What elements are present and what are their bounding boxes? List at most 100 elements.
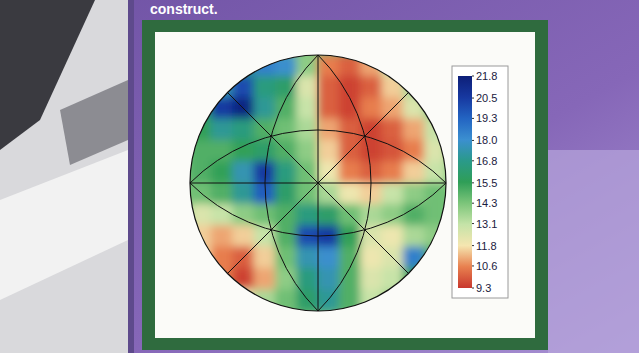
heat-cell [318, 97, 340, 119]
colorbar-label: 10.6 [476, 260, 497, 272]
plot-area [190, 55, 447, 312]
heat-cell [232, 225, 254, 247]
colorbar-label: 15.5 [476, 177, 497, 189]
colorbar-tick [472, 182, 474, 183]
heat-cell [360, 289, 382, 311]
heat-cell [403, 161, 425, 183]
colorbar-tick [472, 288, 474, 289]
plot-outline [190, 55, 446, 311]
colorbar-box [452, 66, 508, 298]
heat-cell [296, 204, 318, 226]
heat-cell [318, 268, 340, 290]
heat-cell [360, 97, 382, 119]
heat-cell [211, 183, 233, 205]
grid-arc [265, 55, 318, 311]
heat-cell [403, 204, 425, 226]
heat-cell [360, 55, 382, 77]
heat-cell [296, 76, 318, 98]
heat-cell [254, 97, 276, 119]
heat-cell [232, 161, 254, 183]
heat-cell [360, 268, 382, 290]
heat-cell [296, 247, 318, 269]
heat-cell [275, 268, 297, 290]
heat-cell [211, 204, 233, 226]
heat-cell [382, 119, 404, 141]
heat-cell [424, 119, 446, 141]
heat-cell [254, 55, 276, 77]
colorbar-label: 14.3 [476, 197, 497, 209]
heat-cell [211, 161, 233, 183]
heat-cell [424, 225, 446, 247]
poster-light-panel [548, 150, 639, 353]
grid-line [227, 92, 408, 273]
grid-arc [318, 55, 371, 311]
heat-cell [190, 119, 212, 141]
colorbar-tick [472, 265, 474, 266]
photo-shape [60, 80, 128, 165]
photo-area [0, 0, 128, 353]
heat-cell [339, 225, 361, 247]
heat-cell [360, 247, 382, 269]
photo-shape [0, 150, 128, 300]
photo-edge [128, 0, 134, 353]
heat-cell [403, 183, 425, 205]
heat-cell [232, 183, 254, 205]
frame-inner [155, 32, 535, 338]
projection-grid [190, 55, 446, 311]
heat-cell [318, 204, 340, 226]
frame [142, 20, 548, 350]
heat-cell [339, 119, 361, 141]
heat-cell [382, 183, 404, 205]
heat-cell [360, 204, 382, 226]
plot-ground [190, 55, 446, 311]
colorbar-tick [472, 245, 474, 246]
colorbar-tick [472, 76, 474, 77]
heat-cell [339, 268, 361, 290]
heat-cell [296, 97, 318, 119]
heat-cell [382, 161, 404, 183]
grid-arc [190, 130, 446, 183]
colorbar-label: 13.1 [476, 218, 497, 230]
heat-cell [339, 76, 361, 98]
heat-cell [254, 289, 276, 311]
colorbar-tick [472, 160, 474, 161]
colorbar-tick [472, 98, 474, 99]
heat-cell [254, 76, 276, 98]
colorbar-tick [472, 118, 474, 119]
heat-cell [403, 140, 425, 162]
cells [190, 55, 447, 312]
heat-cell [275, 119, 297, 141]
heat-cell [360, 76, 382, 98]
colorbar-tick [472, 140, 474, 141]
heat-cell [339, 161, 361, 183]
heat-cell [211, 140, 233, 162]
heat-cell [403, 119, 425, 141]
colorbar-label: 20.5 [476, 92, 497, 104]
heat-cell [275, 161, 297, 183]
heat-cell [275, 225, 297, 247]
heat-cell [254, 247, 276, 269]
header-text: construct. [150, 1, 218, 17]
grid-arc [190, 183, 446, 236]
colorbar-label: 16.8 [476, 155, 497, 167]
heat-cell [318, 247, 340, 269]
colorbar-label: 9.3 [476, 282, 491, 294]
canvas: construct.21.820.519.318.016.815.514.313… [0, 0, 639, 353]
colorbar-tick [472, 203, 474, 204]
heat-cell [296, 140, 318, 162]
colorbar-label: 11.8 [476, 240, 497, 252]
heat-cell [190, 225, 212, 247]
heat-cell [275, 183, 297, 205]
heat-cell [254, 268, 276, 290]
heat-cell [318, 140, 340, 162]
colorbar-tick [472, 223, 474, 224]
heat-cell [232, 119, 254, 141]
poster-background [0, 0, 639, 353]
heat-cell [382, 225, 404, 247]
colorbar-label: 18.0 [476, 134, 497, 146]
grid-line [227, 92, 408, 273]
heat-cell [360, 140, 382, 162]
heat-cell [254, 140, 276, 162]
heat-cell [275, 76, 297, 98]
colorbar [458, 76, 472, 288]
